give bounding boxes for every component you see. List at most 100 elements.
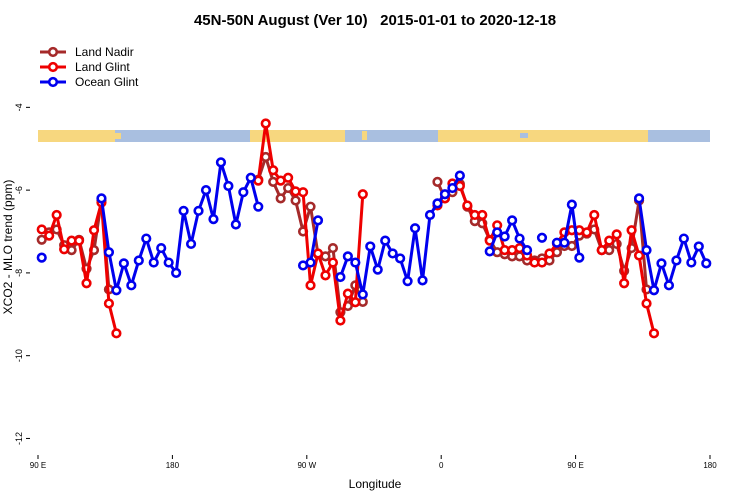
data-point: [283, 172, 294, 183]
data-point: [342, 288, 353, 299]
legend-label: Ocean Glint: [75, 75, 139, 89]
data-point: [395, 253, 406, 264]
data-point: [663, 280, 675, 291]
data-point: [432, 198, 443, 209]
data-point: [402, 276, 413, 287]
data-point: [103, 247, 115, 258]
legend-label: Land Nadir: [75, 45, 134, 59]
data-point: [432, 176, 443, 187]
data-point: [357, 289, 368, 300]
data-point: [626, 225, 637, 236]
data-point: [305, 280, 316, 291]
data-point: [238, 187, 249, 198]
data-point: [357, 189, 368, 200]
data-point: [178, 205, 189, 216]
data-point: [619, 278, 630, 289]
data-point: [671, 255, 682, 266]
data-point: [350, 257, 361, 268]
data-point: [342, 251, 353, 262]
data-point: [268, 165, 279, 176]
data-point: [141, 233, 152, 244]
data-point: [215, 157, 227, 168]
data-point: [521, 245, 533, 256]
data-point: [253, 201, 264, 212]
data-point: [312, 248, 324, 259]
data-point: [171, 267, 182, 279]
data-point: [417, 275, 428, 286]
data-point: [514, 233, 525, 244]
data-point: [447, 182, 458, 194]
data-point: [275, 193, 286, 204]
data-point: [581, 227, 592, 238]
data-point: [133, 255, 144, 266]
data-point: [350, 297, 361, 308]
data-point: [305, 257, 316, 268]
data-point: [574, 252, 585, 263]
data-point: [648, 285, 660, 296]
data-point: [156, 242, 167, 254]
data-point: [656, 258, 667, 269]
data-point: [163, 257, 174, 268]
y-tick-label: -12: [14, 432, 24, 445]
data-point: [641, 298, 652, 309]
data-point: [633, 193, 645, 204]
data-point: [454, 170, 465, 181]
legend-marker: [47, 76, 59, 88]
data-point: [641, 245, 652, 256]
y-tick-label: -6: [14, 186, 24, 194]
data-point: [589, 209, 600, 221]
x-tick-label: 180: [703, 461, 717, 470]
data-point: [96, 193, 107, 204]
data-point: [559, 237, 570, 248]
data-point: [335, 271, 346, 283]
data-point: [290, 195, 301, 206]
data-point: [544, 248, 555, 259]
data-point: [200, 185, 212, 196]
data-point: [409, 223, 421, 234]
data-point: [536, 257, 548, 268]
y-axis-label: XCO2 - MLO trend (ppm): [1, 180, 15, 315]
data-point: [701, 258, 712, 269]
y-tick-label: -10: [14, 349, 24, 362]
data-point: [477, 209, 488, 221]
data-point: [327, 242, 339, 254]
data-point: [499, 231, 510, 242]
data-point: [36, 224, 47, 235]
data-point: [335, 315, 346, 326]
data-point: [327, 257, 339, 268]
data-point: [81, 278, 92, 289]
data-point: [148, 257, 159, 268]
legend-label: Land Glint: [75, 60, 130, 74]
data-point: [596, 245, 607, 256]
legend-marker: [47, 61, 59, 73]
x-tick-label: 90 E: [567, 461, 583, 470]
data-point: [648, 328, 660, 339]
data-point: [73, 235, 85, 246]
data-point: [297, 187, 309, 198]
data-point: [260, 118, 271, 129]
data-point: [126, 280, 137, 291]
data-point: [424, 209, 436, 221]
data-point: [462, 200, 473, 211]
data-point: [566, 199, 577, 210]
data-point: [103, 298, 115, 309]
data-point: [36, 252, 47, 263]
data-point: [380, 235, 391, 246]
data-point: [59, 244, 70, 255]
data-point: [439, 189, 451, 200]
data-point: [604, 235, 615, 246]
data-point: [312, 215, 324, 226]
x-axis-label: Longitude: [349, 477, 402, 491]
data-point: [193, 205, 204, 216]
legend-marker: [47, 46, 59, 58]
map-strip: [38, 130, 710, 142]
data-point: [536, 232, 548, 243]
data-point: [118, 258, 129, 269]
x-tick-label: 180: [166, 461, 180, 470]
data-point: [484, 246, 495, 257]
chart-title: 45N-50N August (Ver 10) 2015-01-01 to 20…: [194, 12, 556, 29]
data-point: [305, 201, 316, 212]
data-point: [44, 230, 55, 241]
